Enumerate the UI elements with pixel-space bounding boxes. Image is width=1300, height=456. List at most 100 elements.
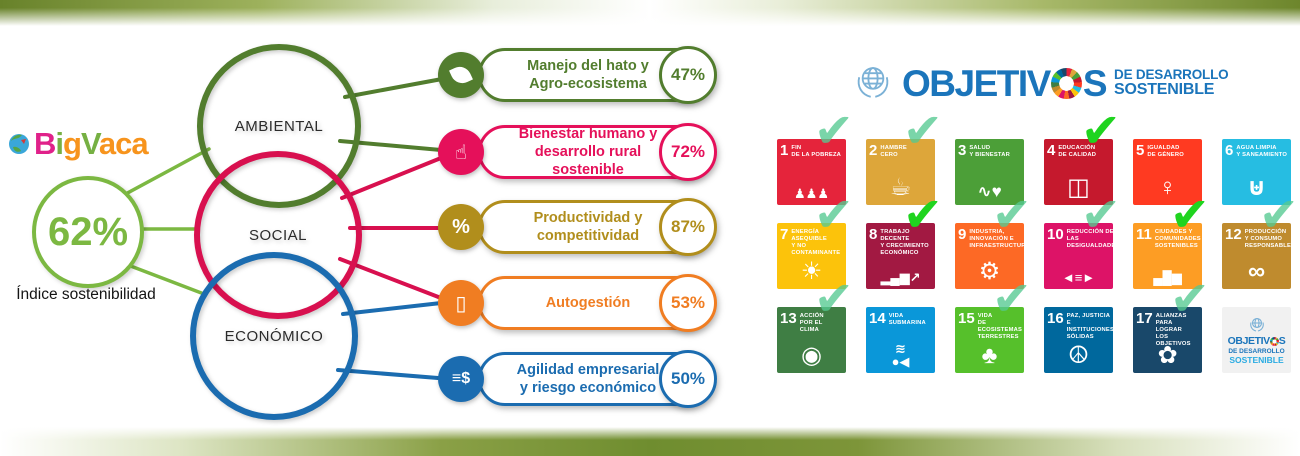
sdg-goal-number: 12 — [1225, 226, 1242, 243]
sdg-color-wheel-icon — [1050, 67, 1082, 99]
sdg-goal-number: 16 — [1047, 310, 1064, 327]
indicator-value: 53% — [659, 274, 717, 332]
check-icon: ✔ — [902, 105, 943, 158]
sdg-goal-number: 6 — [1225, 142, 1234, 159]
bigvaca-logo: BigVaca — [8, 126, 149, 161]
sdg-tile-head: 17 ALIANZAS PARA LOGRAR LOS OBJETIVOS — [1136, 311, 1199, 348]
sdg-tile-3: 3 SALUD Y BIENESTAR ∿♥ — [955, 139, 1024, 205]
sdg-goal-title: EDUCACIÓN DE CALIDAD — [1058, 145, 1097, 158]
brand-letter: B — [34, 126, 56, 161]
sdg-goal-number: 7 — [780, 226, 789, 243]
brand-letter: a — [131, 126, 148, 161]
leaf-icon — [438, 52, 484, 98]
sdg-goal-number: 10 — [1047, 226, 1064, 243]
brand-letter: i — [55, 126, 64, 161]
sdg-tile-7: 7 ENERGÍA ASEQUIBLE Y NO CONTAMINANTE ☀ ✔ — [777, 192, 854, 289]
sdg-logo-line2: SOSTENIBLE — [1229, 354, 1284, 365]
sdg-title-right: S — [1082, 62, 1108, 104]
sdg-tile-head: 8 TRABAJO DECENTE Y CRECIMIENTO ECONÓMICO — [869, 227, 932, 257]
sdg-goal-number: 17 — [1136, 310, 1153, 327]
sdg-color-wheel-icon — [1269, 336, 1279, 346]
circle-social-label: SOCIAL — [248, 226, 308, 244]
sdg-subtitle: DE DESARROLLO SOSTENIBLE — [1114, 66, 1229, 99]
sdg-tile-6: 6 AGUA LIMPIA Y SANEAMIENTO ⊎ — [1222, 139, 1291, 205]
growth-chart-icon: ▂▄▆↗ — [880, 270, 921, 285]
sdg-goal-title: REDUCCIÓN DE LAS DESIGUALDADES — [1066, 229, 1120, 249]
open-book-icon: ◫ — [1067, 174, 1090, 201]
sdg-goal-number: 8 — [869, 226, 878, 243]
water-glass-icon: ⊎ — [1246, 174, 1267, 201]
check-icon: ✔ — [813, 189, 854, 242]
indicator-pill: ☝ Bienestar humano y desarrollo rural sost… — [438, 121, 724, 183]
sdg-tile-14: 14 VIDA SUBMARINA ≋ ●◀ — [866, 307, 935, 373]
sdg-subtitle-line2: SOSTENIBLE — [1114, 80, 1215, 98]
sdg-logo-line1: DE DESARROLLO — [1228, 347, 1285, 355]
sdg-goal-number: 11 — [1136, 226, 1152, 243]
sdg-subtitle-line1: DE DESARROLLO — [1114, 66, 1229, 82]
sdg-tile-head: 9 INDUSTRIA, INNOVACIÓN E INFRAESTRUCTURA — [958, 226, 1030, 250]
sdg-goal-title: PRODUCCIÓN Y CONSUMO RESPONSABLES — [1244, 229, 1296, 249]
sdg-goal-title: VIDA SUBMARINA — [888, 313, 926, 326]
circle-economico-label: ECONÓMICO — [224, 327, 324, 345]
industry-cubes-icon: ⚙ — [978, 258, 1001, 285]
sdg-goal-title: INDUSTRIA, INNOVACIÓN E INFRAESTRUCTURA — [969, 229, 1030, 249]
sdg-tile-head: 13 ACCIÓN POR EL CLIMA — [780, 311, 843, 334]
bigvaca-wordmark: BigVaca — [34, 126, 149, 161]
bottom-gradient-band — [0, 427, 1300, 456]
equality-arrows-icon: ◄≡► — [1061, 270, 1096, 285]
sdg-tile-head: 11 CIUDADES Y COMUNIDADES SOSTENIBLES — [1136, 226, 1201, 250]
sdg-tile-head: 6 AGUA LIMPIA Y SANEAMIENTO — [1225, 143, 1288, 159]
sdg-goal-number: 9 — [958, 226, 967, 243]
infinity-icon: ∞ — [1247, 258, 1266, 285]
index-value: 62% — [47, 209, 129, 254]
sdg-goal-title: ALIANZAS PARA LOGRAR LOS OBJETIVOS — [1155, 313, 1191, 347]
sdg-tile-9: 9 INDUSTRIA, INNOVACIÓN E INFRAESTRUCTURA… — [955, 192, 1032, 289]
check-icon: ✔ — [1169, 189, 1210, 242]
percent-badge-icon: % — [438, 204, 484, 250]
sdg-tile-8: 8 TRABAJO DECENTE Y CRECIMIENTO ECONÓMICO… — [866, 192, 943, 289]
sdg-tile-4: 4 EDUCACIÓN DE CALIDAD ◫ ✔ — [1044, 108, 1121, 205]
indicator-pill: ≡$ Agilidad empresarial y riesgo económico… — [438, 348, 724, 410]
sdg-tile-12: 12 PRODUCCIÓN Y CONSUMO RESPONSABLES ∞ ✔ — [1222, 192, 1299, 289]
check-icon: ✔ — [1080, 105, 1121, 158]
sdg-tile-head: 15 VIDA DE ECOSISTEMAS TERRESTRES — [958, 310, 1022, 341]
sdg-goal-number: 5 — [1136, 142, 1145, 159]
globe-icon — [9, 133, 29, 154]
top-gradient-band — [0, 0, 1300, 26]
indicator-pill: % Productividad y competitividad 87% — [438, 196, 724, 258]
sdg-tile-2: 2 HAMBRE CERO ☕ ✔ — [866, 108, 943, 205]
fish-waves-icon: ≋ ●◀ — [891, 341, 910, 369]
sdg-title-left: OBJETIV — [902, 62, 1051, 104]
sdg-tile-11: 11 CIUDADES Y COMUNIDADES SOSTENIBLES ▄█▆ ✔ — [1133, 192, 1210, 289]
dove-peace-icon: ☮ — [1067, 342, 1090, 369]
indicator-value: 50% — [659, 350, 717, 408]
sustainability-index-circle: 62% — [32, 176, 144, 288]
indicator-value: 72% — [659, 123, 717, 181]
sun-icon: ☀ — [800, 258, 823, 285]
check-icon: ✔ — [813, 273, 854, 326]
sdg-goal-number: 1 — [780, 142, 789, 159]
sdg-goal-number: 3 — [958, 142, 967, 159]
sdg-tile-head: 2 HAMBRE CERO — [869, 143, 932, 159]
sdg-logo-tile: OBJETIV S DE DESARROLLO SOSTENIBLE — [1222, 307, 1291, 373]
sdg-tile-head: 16 PAZ, JUSTICIA E INSTITUCIONES SÓLIDAS — [1047, 310, 1114, 341]
sdg-goal-title: CIUDADES Y COMUNIDADES SOSTENIBLES — [1154, 229, 1201, 249]
sdg-tile-head: 12 PRODUCCIÓN Y CONSUMO RESPONSABLES — [1225, 226, 1295, 250]
sdg-tile-17: 17 ALIANZAS PARA LOGRAR LOS OBJETIVOS ✿ ✔ — [1133, 276, 1210, 373]
sdg-tile-head: 3 SALUD Y BIENESTAR — [958, 143, 1021, 159]
sdg-logo-title: OBJETIV S — [1227, 335, 1286, 347]
sdg-goal-title: AGUA LIMPIA Y SANEAMIENTO — [1236, 145, 1288, 158]
bowl-steam-icon: ☕ — [889, 174, 912, 201]
sdg-goal-title: HAMBRE CERO — [880, 145, 907, 158]
rings-icon: ✿ — [1157, 342, 1178, 369]
sdg-goal-number: 13 — [780, 310, 797, 327]
sdg-goal-number: 15 — [958, 310, 975, 327]
sdg-goal-title: ENERGÍA ASEQUIBLE Y NO CONTAMINANTE — [791, 229, 841, 256]
person-care-icon: ☝ — [438, 129, 484, 175]
un-emblem-icon — [1249, 317, 1264, 332]
sdg-tile-13: 13 ACCIÓN POR EL CLIMA ◉ ✔ — [777, 276, 854, 373]
heartbeat-icon: ∿♥ — [977, 182, 1002, 201]
gender-icon: ♀ — [1158, 174, 1177, 201]
sdg-goal-title: IGUALDAD DE GÉNERO — [1147, 145, 1184, 158]
